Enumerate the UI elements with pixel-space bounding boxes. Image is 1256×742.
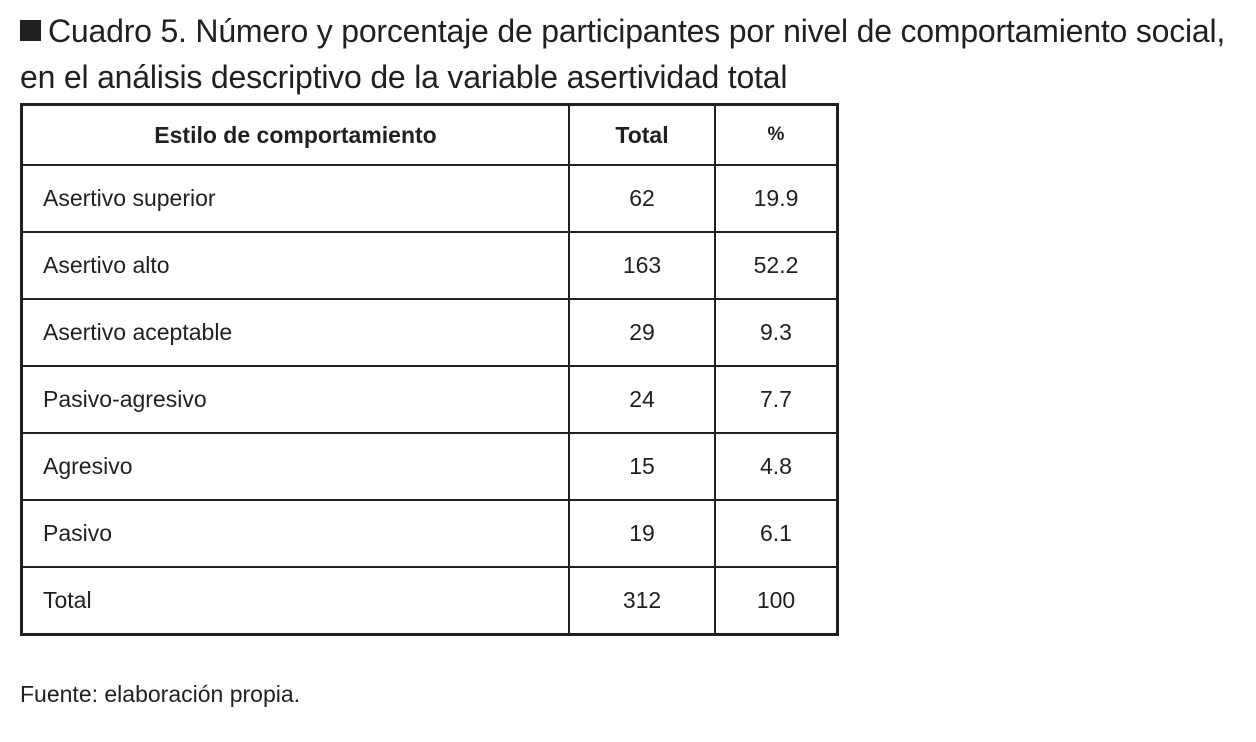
row-label: Pasivo-agresivo [20, 365, 570, 434]
row-total: 19 [568, 499, 716, 568]
table-row: Pasivo 19 6.1 [20, 499, 839, 568]
row-percent: 100 [714, 566, 839, 636]
row-total: 62 [568, 164, 716, 233]
header-percent: % [714, 103, 839, 166]
row-percent: 7.7 [714, 365, 839, 434]
table-caption: Cuadro 5. Número y porcentaje de partici… [20, 8, 1250, 100]
row-label: Asertivo aceptable [20, 298, 570, 367]
row-total: 312 [568, 566, 716, 636]
table-row: Agresivo 15 4.8 [20, 432, 839, 501]
row-percent: 4.8 [714, 432, 839, 501]
row-label: Total [20, 566, 570, 636]
row-label: Asertivo superior [20, 164, 570, 233]
caption-text: Cuadro 5. Número y porcentaje de partici… [20, 13, 1226, 95]
row-percent: 6.1 [714, 499, 839, 568]
header-total: Total [568, 103, 716, 166]
table-total-row: Total 312 100 [20, 566, 839, 636]
row-label: Pasivo [20, 499, 570, 568]
row-label: Agresivo [20, 432, 570, 501]
source-note: Fuente: elaboración propia. [20, 681, 301, 707]
row-total: 29 [568, 298, 716, 367]
row-total: 163 [568, 231, 716, 300]
row-percent: 19.9 [714, 164, 839, 233]
table-row: Asertivo superior 62 19.9 [20, 164, 839, 233]
row-total: 15 [568, 432, 716, 501]
table-row: Asertivo alto 163 52.2 [20, 231, 839, 300]
row-label: Asertivo alto [20, 231, 570, 300]
table-row: Asertivo aceptable 29 9.3 [20, 298, 839, 367]
row-percent: 52.2 [714, 231, 839, 300]
square-bullet-icon [20, 20, 41, 41]
header-row: Estilo de comportamiento Total % [20, 103, 839, 166]
header-estilo: Estilo de comportamiento [20, 103, 570, 166]
row-total: 24 [568, 365, 716, 434]
table-row: Pasivo-agresivo 24 7.7 [20, 365, 839, 434]
data-table: Estilo de comportamiento Total % Asertiv… [20, 103, 839, 636]
row-percent: 9.3 [714, 298, 839, 367]
